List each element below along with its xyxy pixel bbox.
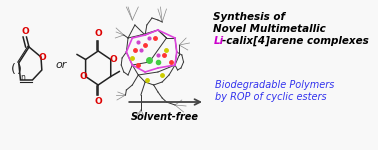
- Text: O: O: [109, 55, 117, 64]
- Text: Synthesis of: Synthesis of: [214, 12, 285, 22]
- Text: O: O: [94, 98, 102, 106]
- Text: ): ): [17, 63, 22, 76]
- Text: Biodegradable Polymers: Biodegradable Polymers: [215, 80, 335, 90]
- Text: (: (: [11, 63, 16, 76]
- Text: Novel Multimetallic: Novel Multimetallic: [214, 24, 326, 34]
- Text: n: n: [20, 72, 25, 81]
- Text: O: O: [39, 52, 46, 62]
- Text: by ROP of cyclic esters: by ROP of cyclic esters: [215, 92, 327, 102]
- Text: or: or: [56, 60, 67, 70]
- FancyBboxPatch shape: [0, 0, 324, 150]
- Text: O: O: [22, 27, 29, 36]
- Text: Li: Li: [214, 36, 223, 46]
- Text: -calix[4]arene complexes: -calix[4]arene complexes: [222, 36, 369, 46]
- Text: O: O: [79, 72, 87, 81]
- FancyArrowPatch shape: [129, 99, 200, 105]
- Text: Solvent-free: Solvent-free: [131, 112, 199, 122]
- Text: O: O: [94, 30, 102, 39]
